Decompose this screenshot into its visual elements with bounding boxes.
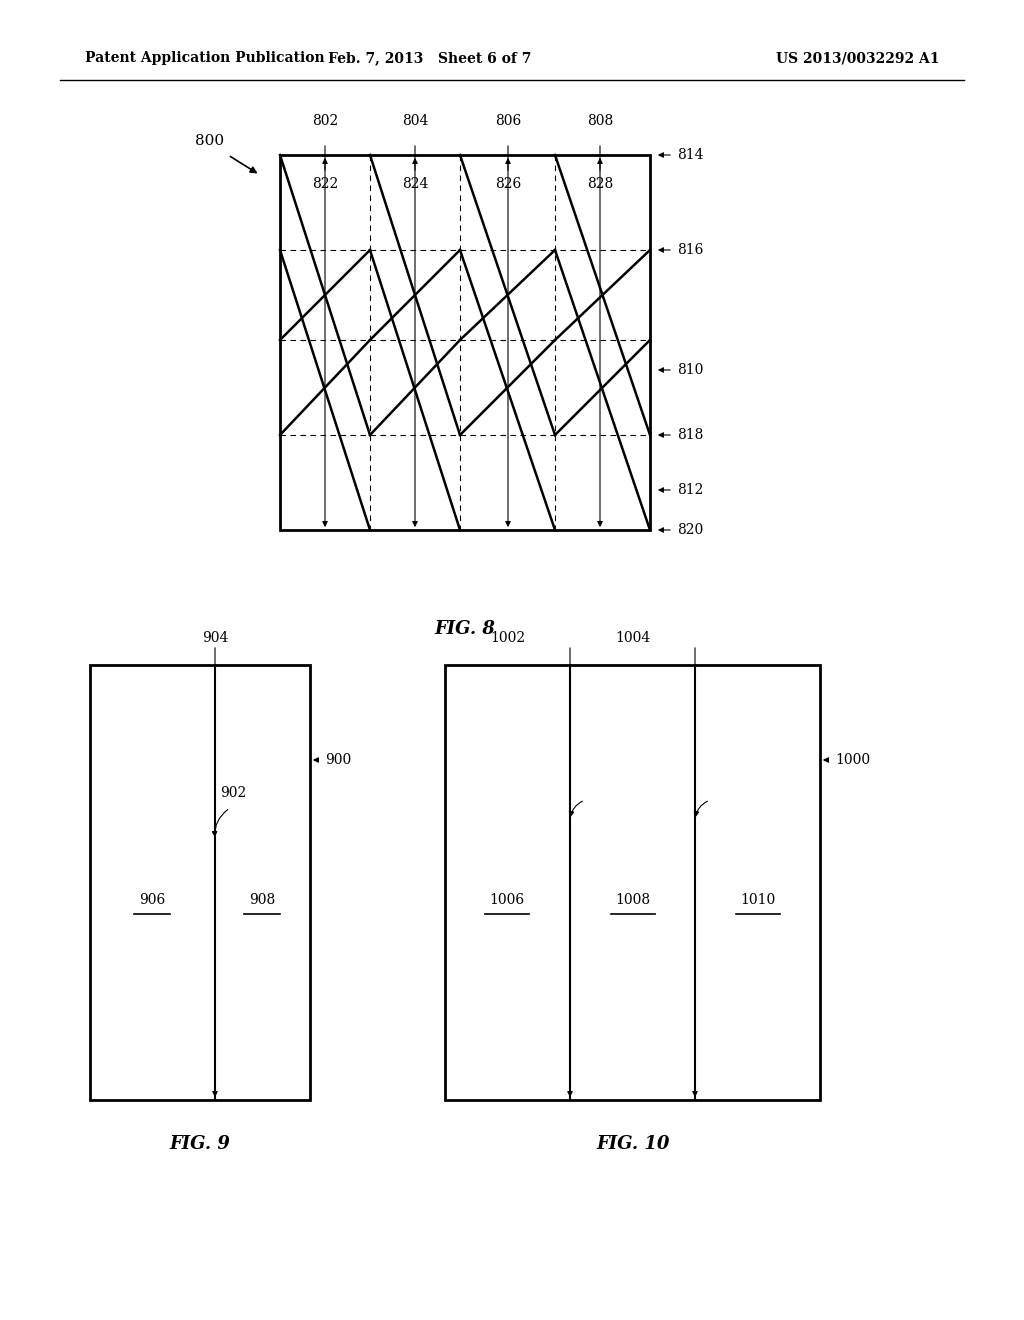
Text: 900: 900 [325, 752, 351, 767]
Text: 816: 816 [677, 243, 703, 257]
Text: 1002: 1002 [490, 631, 525, 645]
Text: 810: 810 [677, 363, 703, 378]
FancyBboxPatch shape [90, 665, 310, 1100]
Text: 812: 812 [677, 483, 703, 498]
Text: 826: 826 [495, 177, 521, 191]
Text: 806: 806 [495, 114, 521, 128]
Text: 802: 802 [312, 114, 338, 128]
Text: 804: 804 [401, 114, 428, 128]
Text: 1004: 1004 [615, 631, 650, 645]
Text: FIG. 9: FIG. 9 [170, 1135, 230, 1152]
FancyBboxPatch shape [445, 665, 820, 1100]
Text: Feb. 7, 2013   Sheet 6 of 7: Feb. 7, 2013 Sheet 6 of 7 [329, 51, 531, 65]
Text: 824: 824 [401, 177, 428, 191]
Text: 808: 808 [587, 114, 613, 128]
FancyBboxPatch shape [280, 154, 650, 531]
Text: US 2013/0032292 A1: US 2013/0032292 A1 [776, 51, 940, 65]
Text: 1006: 1006 [489, 894, 524, 907]
Text: FIG. 10: FIG. 10 [596, 1135, 670, 1152]
Text: FIG. 8: FIG. 8 [434, 620, 496, 638]
Text: 800: 800 [196, 135, 224, 148]
Text: 820: 820 [677, 523, 703, 537]
Text: 828: 828 [587, 177, 613, 191]
Text: 904: 904 [202, 631, 228, 645]
Text: Patent Application Publication: Patent Application Publication [85, 51, 325, 65]
Text: 814: 814 [677, 148, 703, 162]
Text: 818: 818 [677, 428, 703, 442]
Text: 908: 908 [249, 894, 275, 907]
Text: 1008: 1008 [615, 894, 650, 907]
Text: 906: 906 [139, 894, 165, 907]
Text: 1000: 1000 [835, 752, 870, 767]
Text: 1010: 1010 [740, 894, 775, 907]
Text: 822: 822 [312, 177, 338, 191]
Text: 902: 902 [220, 785, 246, 800]
